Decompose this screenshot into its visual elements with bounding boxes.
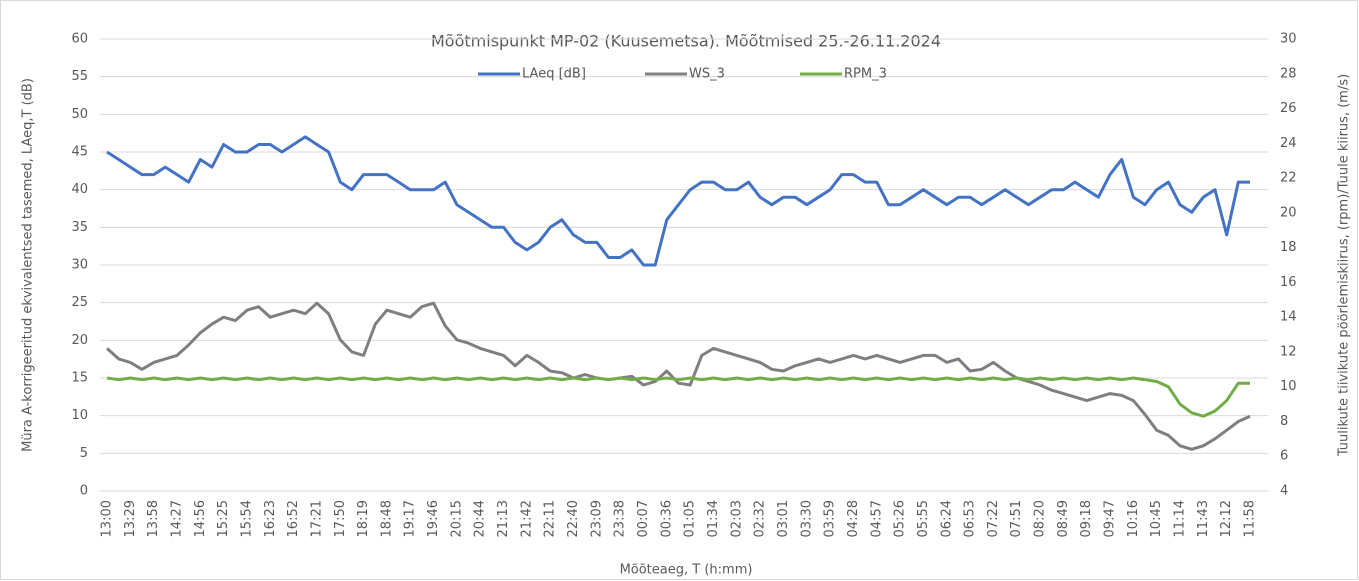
x-tick-label: 01:34	[706, 500, 721, 537]
x-tick-label: 20:44	[473, 500, 488, 537]
x-tick-label: 12:12	[1219, 500, 1234, 537]
y2-tick-label: 20	[1280, 205, 1297, 220]
y2-tick-label: 10	[1280, 379, 1297, 394]
x-tick-label: 22:11	[543, 500, 558, 537]
x-tick-label: 14:56	[193, 500, 208, 537]
series-line	[105, 301, 1251, 451]
y-tick-label: 50	[71, 107, 88, 122]
y2-tick-label: 12	[1280, 344, 1297, 359]
x-tick-label: 06:24	[939, 500, 954, 537]
y2-tick-label: 16	[1280, 275, 1297, 290]
x-tick-label: 17:21	[309, 500, 324, 537]
y-tick-label: 35	[71, 220, 88, 235]
x-tick-label: 07:22	[986, 500, 1001, 537]
x-tick-label: 13:00	[100, 500, 115, 537]
x-tick-label: 04:28	[846, 500, 861, 537]
x-tick-label: 21:13	[496, 500, 511, 537]
y-tick-label: 25	[71, 295, 88, 310]
x-tick-label: 14:27	[169, 500, 184, 537]
x-tick-label: 10:16	[1126, 500, 1141, 537]
y-tick-label: 45	[71, 145, 88, 160]
x-tick-label: 15:25	[216, 500, 231, 537]
y2-tick-label: 8	[1280, 414, 1288, 429]
x-tick-label: 21:42	[519, 500, 534, 537]
x-tick-label: 13:29	[123, 500, 138, 537]
x-tick-label: 07:51	[1009, 500, 1024, 537]
y2-tick-label: 6	[1280, 449, 1288, 464]
chart-title: Mõõtmispunkt MP-02 (Kuusemetsa). Mõõtmis…	[431, 32, 941, 51]
x-tick-label: 16:23	[263, 500, 278, 537]
x-tick-label: 16:52	[286, 500, 301, 537]
x-tick-label: 02:32	[753, 500, 768, 537]
x-axis-title: Mõõteaeg, T (h:mm)	[620, 563, 753, 578]
y2-tick-label: 14	[1280, 310, 1297, 325]
series-line	[106, 376, 1250, 418]
x-tick-label: 08:49	[1056, 500, 1071, 537]
x-tick-label: 03:59	[823, 500, 838, 537]
x-tick-label: 20:15	[449, 500, 464, 537]
y-tick-label: 0	[80, 484, 88, 499]
y2-tick-label: 26	[1280, 101, 1297, 116]
x-tick-label: 22:40	[566, 500, 581, 537]
x-tick-label: 08:20	[1033, 500, 1048, 537]
y-tick-label: 20	[71, 333, 88, 348]
x-tick-label: 02:03	[729, 500, 744, 537]
x-tick-label: 19:46	[426, 500, 441, 537]
y2-tick-label: 22	[1280, 171, 1297, 186]
x-tick-label: 06:53	[963, 500, 978, 537]
x-tick-label: 00:07	[636, 500, 651, 537]
y2-axis-title: Tuulikute tiivikute pöörlemiskiirus, (rp…	[1337, 74, 1352, 457]
y2-tick-label: 4	[1280, 484, 1288, 499]
series-line	[106, 135, 1250, 267]
y-tick-label: 30	[71, 258, 88, 273]
x-tick-label: 09:47	[1103, 500, 1118, 537]
x-tick-label: 13:58	[146, 500, 161, 537]
x-tick-label: 11:43	[1196, 500, 1211, 537]
legend-label: LAeq [dB]	[522, 67, 586, 82]
x-tick-label: 18:48	[379, 500, 394, 537]
x-tick-label: 23:38	[613, 500, 628, 537]
legend-label: RPM_3	[844, 67, 887, 82]
x-tick-label: 17:50	[333, 500, 348, 537]
x-tick-label: 18:19	[356, 500, 371, 537]
y-tick-label: 10	[71, 408, 88, 423]
x-tick-label: 05:55	[916, 500, 931, 537]
x-tick-label: 01:05	[683, 500, 698, 537]
y2-tick-label: 30	[1280, 32, 1297, 47]
x-tick-label: 23:09	[589, 500, 604, 537]
y-tick-label: 55	[71, 69, 88, 84]
y-tick-label: 15	[71, 371, 88, 386]
y2-tick-label: 28	[1280, 66, 1297, 81]
y2-tick-label: 24	[1280, 136, 1297, 151]
x-tick-label: 09:18	[1079, 500, 1094, 537]
x-tick-label: 15:54	[239, 500, 254, 537]
legend-label: WS_3	[689, 67, 725, 82]
y-tick-label: 5	[80, 446, 88, 461]
x-tick-label: 03:30	[799, 500, 814, 537]
x-tick-label: 11:14	[1173, 500, 1188, 537]
x-tick-label: 19:17	[403, 500, 418, 537]
x-tick-label: 11:58	[1243, 500, 1258, 537]
x-tick-label: 00:36	[659, 500, 674, 537]
x-tick-label: 04:57	[869, 500, 884, 537]
y-tick-label: 60	[71, 32, 88, 47]
x-tick-label: 05:26	[893, 500, 908, 537]
y-tick-label: 40	[71, 182, 88, 197]
y2-tick-label: 18	[1280, 240, 1297, 255]
y-axis-title: Müra A-korrigeeritud ekvivalentsed tasem…	[21, 78, 36, 452]
x-tick-label: 03:01	[776, 500, 791, 537]
x-tick-label: 10:45	[1149, 500, 1164, 537]
